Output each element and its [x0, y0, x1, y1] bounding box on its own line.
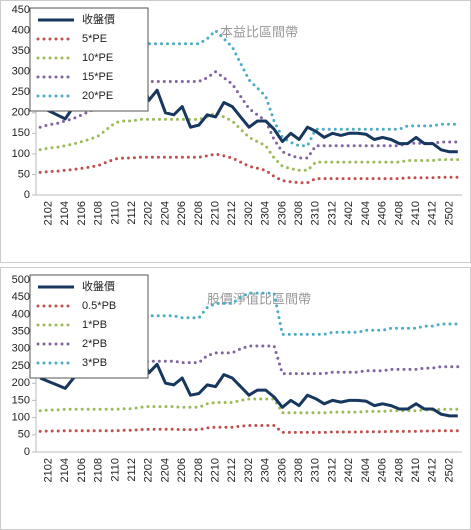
- legend-box: [29, 7, 149, 112]
- x-tick-label: 2408: [393, 458, 405, 482]
- y-tick-label: 250: [12, 86, 30, 98]
- x-tick-label: 2404: [360, 201, 372, 225]
- x-tick-label: 2502: [443, 458, 455, 482]
- x-tick-label: 2108: [93, 458, 105, 482]
- x-tick-label: 2212: [226, 458, 238, 482]
- x-tick-label: 2106: [76, 458, 88, 482]
- x-tick-label: 2108: [93, 201, 105, 225]
- x-tick-label: 2412: [427, 458, 439, 482]
- y-tick-label: 150: [12, 127, 30, 139]
- x-tick-label: 2302: [243, 201, 255, 225]
- x-tick-label: 2408: [393, 201, 405, 225]
- x-tick-label: 2212: [226, 201, 238, 225]
- legend-box: [29, 274, 149, 379]
- x-tick-label: 2312: [326, 458, 338, 482]
- x-tick-label: 2206: [176, 201, 188, 225]
- y-tick-label: 150: [12, 394, 30, 406]
- x-tick-label: 2302: [243, 458, 255, 482]
- y-tick-label: 200: [12, 107, 30, 119]
- x-tick-label: 2106: [76, 201, 88, 225]
- x-tick-label: 2202: [143, 458, 155, 482]
- series-line: [38, 29, 460, 148]
- x-tick-label: 2306: [276, 201, 288, 225]
- legend-label: 15*PE: [82, 71, 113, 83]
- legend-label: 10*PE: [82, 52, 113, 64]
- series-line: [38, 397, 460, 415]
- x-tick-label: 2208: [193, 458, 205, 482]
- x-tick-label: 2304: [260, 201, 272, 225]
- chart-title: 股價淨值比區間帶: [207, 291, 311, 306]
- x-tick-label: 2202: [143, 201, 155, 225]
- x-tick-label: 2308: [293, 201, 305, 225]
- y-tick-label: 500: [12, 274, 30, 286]
- y-tick-label: 0: [24, 446, 30, 458]
- y-tick-label: 400: [12, 308, 30, 320]
- legend-label: 收盤價: [82, 279, 115, 293]
- x-tick-label: 2406: [377, 458, 389, 482]
- x-tick-label: 2410: [410, 201, 422, 225]
- x-tick-label: 2308: [293, 458, 305, 482]
- y-tick-label: 300: [12, 66, 30, 78]
- legend-label: 0.5*PB: [82, 300, 116, 312]
- legend-label: 3*PB: [82, 357, 107, 369]
- x-tick-label: 2208: [193, 201, 205, 225]
- x-tick-label: 2110: [109, 458, 121, 482]
- x-tick-label: 2206: [176, 458, 188, 482]
- y-tick-label: 100: [12, 148, 30, 160]
- y-tick-label: 450: [12, 291, 30, 303]
- legend-label: 2*PB: [82, 338, 107, 350]
- x-tick-label: 2306: [276, 458, 288, 482]
- legend-label: 5*PE: [82, 33, 107, 45]
- x-tick-label: 2110: [109, 201, 121, 225]
- x-tick-label: 2402: [343, 458, 355, 482]
- legend-label: 1*PB: [82, 319, 107, 331]
- x-tick-label: 2204: [159, 458, 171, 482]
- series-line: [38, 152, 460, 185]
- x-tick-label: 2310: [310, 458, 322, 482]
- x-tick-label: 2204: [159, 201, 171, 225]
- chart-title: 本益比區間帶: [220, 24, 298, 39]
- y-tick-label: 350: [12, 326, 30, 338]
- y-tick-label: 50: [18, 429, 30, 441]
- y-tick-label: 50: [18, 168, 30, 180]
- x-tick-label: 2410: [410, 458, 422, 482]
- x-tick-label: 2310: [310, 201, 322, 225]
- y-tick-label: 300: [12, 343, 30, 355]
- x-tick-label: 2102: [42, 201, 54, 225]
- x-tick-label: 2404: [360, 458, 372, 482]
- x-tick-label: 2112: [126, 201, 138, 225]
- x-tick-label: 2304: [260, 458, 272, 482]
- x-tick-label: 2312: [326, 201, 338, 225]
- x-tick-label: 2104: [59, 458, 71, 482]
- y-tick-label: 100: [12, 412, 30, 424]
- x-tick-label: 2112: [126, 458, 138, 482]
- series-line: [38, 424, 460, 434]
- x-tick-label: 2502: [443, 201, 455, 225]
- y-tick-label: 250: [12, 360, 30, 372]
- y-tick-label: 350: [12, 45, 30, 57]
- y-tick-label: 0: [24, 189, 30, 201]
- legend-label: 收盤價: [82, 12, 115, 26]
- x-tick-label: 2210: [209, 458, 221, 482]
- x-tick-label: 2210: [209, 201, 221, 225]
- x-tick-label: 2104: [59, 201, 71, 225]
- legend-label: 20*PE: [82, 90, 113, 102]
- y-tick-label: 400: [12, 24, 30, 36]
- x-tick-label: 2402: [343, 201, 355, 225]
- y-tick-label: 450: [12, 4, 30, 16]
- y-tick-label: 200: [12, 377, 30, 389]
- x-tick-label: 2406: [377, 201, 389, 225]
- x-tick-label: 2102: [42, 458, 54, 482]
- x-tick-label: 2412: [427, 201, 439, 225]
